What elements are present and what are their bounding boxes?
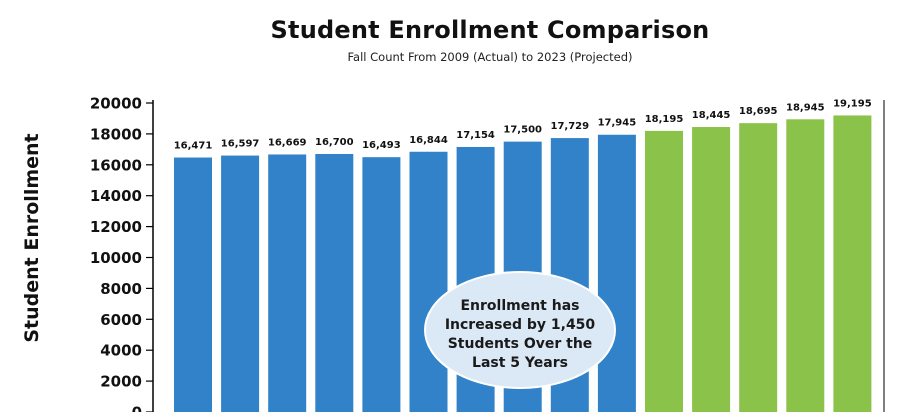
callout-line-4: Last 5 Years xyxy=(472,355,568,371)
bar-projected xyxy=(692,127,731,412)
y-axis-label: Student Enrollment xyxy=(21,133,43,342)
bar-actual xyxy=(174,157,212,412)
bar-actual xyxy=(221,155,260,412)
bar-projected xyxy=(833,115,872,412)
bar-value-label: 18,945 xyxy=(786,102,825,113)
y-tick-label: 20000 xyxy=(90,95,142,113)
y-tick-label: 18000 xyxy=(90,125,142,143)
bar-actual xyxy=(362,157,401,412)
bar-actual xyxy=(315,153,354,412)
bars xyxy=(174,115,872,412)
bar-value-label: 16,700 xyxy=(315,137,354,148)
bar-value-label: 17,154 xyxy=(456,130,495,141)
bar-actual xyxy=(409,151,448,412)
bar-value-label: 17,945 xyxy=(598,118,637,129)
bar-value-label: 16,471 xyxy=(174,141,213,152)
bar-value-label: 17,729 xyxy=(551,121,590,132)
annotation-callout: Enrollment has Increased by 1,450 Studen… xyxy=(424,271,616,389)
bar-projected xyxy=(645,130,683,412)
y-tick-label: 10000 xyxy=(90,249,142,267)
chart-subtitle: Fall Count From 2009 (Actual) to 2023 (P… xyxy=(347,50,633,64)
bar-value-label: 18,445 xyxy=(692,110,731,121)
bar-actual xyxy=(597,134,636,412)
callout-line-1: Enrollment has xyxy=(460,298,579,314)
bar-value-labels: 16,471 16,597 16,669 16,700 16,493 16,844 17,1… xyxy=(174,98,872,151)
bar-projected xyxy=(786,119,825,412)
bar-value-label: 18,195 xyxy=(645,114,684,125)
bar-value-label: 16,844 xyxy=(409,135,448,146)
y-tick-label: 2000 xyxy=(100,373,142,391)
bar-value-label: 17,500 xyxy=(503,125,542,136)
y-axis: 0 2000 4000 6000 8000 10000 12000 14000 16000 180… xyxy=(90,95,153,412)
bar-value-label: 16,493 xyxy=(362,140,401,151)
chart-title: Student Enrollment Comparison xyxy=(270,16,710,44)
callout-line-3: Students Over the xyxy=(448,336,593,352)
bar-actual xyxy=(268,154,307,412)
bar-value-label: 16,597 xyxy=(221,139,260,150)
y-tick-label: 6000 xyxy=(100,311,142,329)
y-tick-label: 12000 xyxy=(90,218,142,236)
y-tick-label: 8000 xyxy=(100,280,142,298)
y-tick-label: 14000 xyxy=(90,187,142,205)
y-tick-label: 4000 xyxy=(100,342,142,360)
callout-line-2: Increased by 1,450 xyxy=(445,317,596,333)
bar-value-label: 16,669 xyxy=(268,137,307,148)
bar-value-label: 19,195 xyxy=(833,98,872,109)
y-tick-label: 0 xyxy=(132,404,142,412)
bar-value-label: 18,695 xyxy=(739,106,778,117)
bar-projected xyxy=(739,123,778,412)
y-tick-label: 16000 xyxy=(90,156,142,174)
callout-ellipse xyxy=(424,271,616,389)
